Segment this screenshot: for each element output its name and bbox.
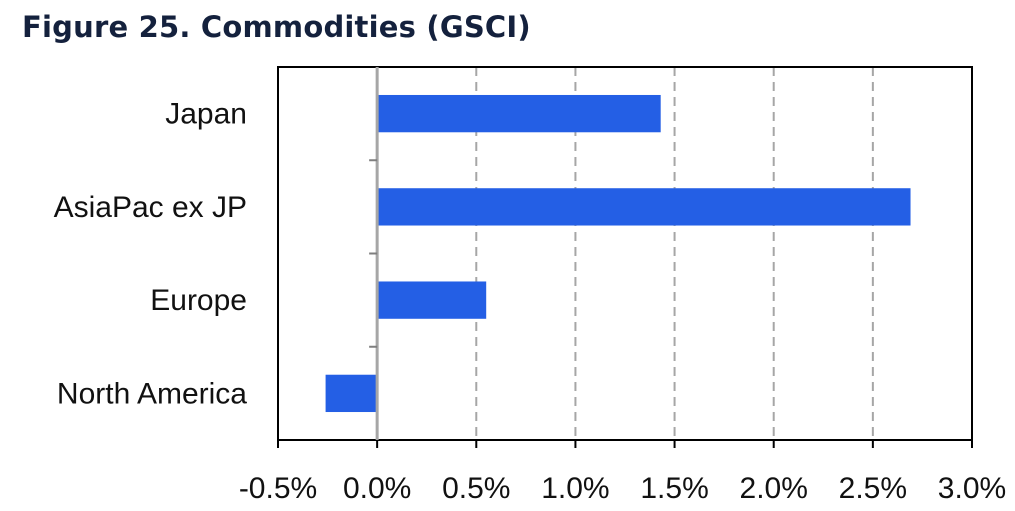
bar-asiapac-ex-jp [377, 188, 911, 226]
x-tick-label: 3.0% [938, 472, 1006, 505]
bar-japan [377, 94, 661, 133]
category-label: Europe [150, 284, 247, 317]
x-tick-label: 2.5% [839, 472, 907, 505]
axes [277, 67, 973, 448]
category-label: North America [57, 377, 247, 410]
plot-area-frame [277, 66, 973, 441]
x-tick-label: -0.5% [239, 472, 317, 505]
x-tick-label: 1.5% [640, 472, 708, 505]
bars [325, 94, 911, 413]
x-tick-label: 2.0% [740, 472, 808, 505]
x-tick-label: 1.0% [541, 472, 609, 505]
x-tick-label: 0.5% [442, 472, 510, 505]
category-labels: Japan AsiaPac ex JP Europe North America [54, 98, 248, 411]
bar-europe [377, 281, 487, 319]
x-tick-labels: -0.5% 0.0% 0.5% 1.0% 1.5% 2.0% 2.5% 3.0% [239, 472, 1006, 505]
bar-north-america [325, 374, 378, 413]
figure-title: Figure 25. Commodities (GSCI) [22, 10, 531, 44]
category-label: AsiaPac ex JP [54, 191, 247, 224]
x-tick-label: 0.0% [343, 472, 411, 505]
category-label: Japan [165, 98, 247, 131]
